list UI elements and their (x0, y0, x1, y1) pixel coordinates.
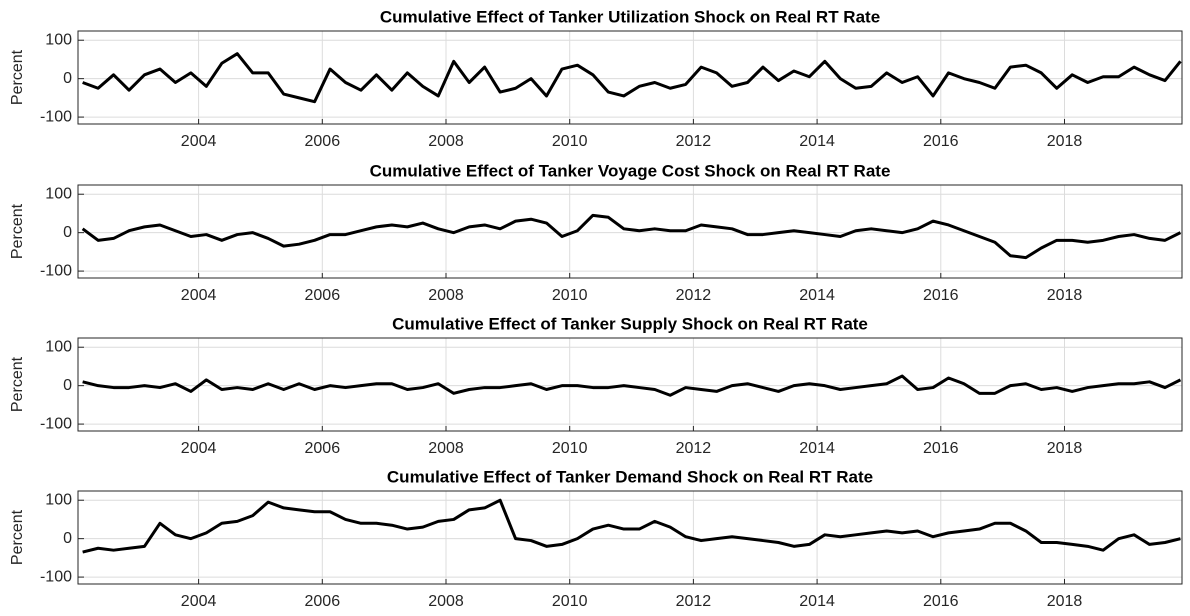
plot-area (78, 185, 1182, 278)
x-tick-label: 2004 (181, 287, 217, 304)
x-tick-label: 2008 (428, 287, 464, 304)
x-tick-label: 2018 (1047, 440, 1083, 457)
y-axis-label: Percent (9, 509, 26, 565)
x-tick-label: 2010 (552, 440, 588, 457)
x-tick-label: 2018 (1047, 593, 1083, 610)
subplot: 2004 2006 2008 2010 2012 2014 2016 2018 -100 0 100… (9, 161, 1183, 304)
axes-box (77, 490, 1183, 585)
x-tick-label: 2008 (428, 440, 464, 457)
x-tick-label: 2014 (799, 593, 835, 610)
y-axis-label: Percent (9, 49, 26, 105)
x-tick-label: 2006 (305, 440, 341, 457)
y-tick-label: 100 (45, 491, 72, 508)
y-tick-label: 100 (45, 185, 72, 202)
subplot: 2004 2006 2008 2010 2012 2014 2016 2018 -100 0 100… (9, 314, 1183, 457)
x-tick-label: 2012 (676, 593, 712, 610)
x-tick-label: 2010 (552, 287, 588, 304)
chart-title: Cumulative Effect of Tanker Utilization … (380, 7, 880, 26)
data-line (82, 498, 1181, 554)
data-line (82, 52, 1182, 104)
x-tick-label: 2006 (305, 287, 341, 304)
axes-box (77, 30, 1183, 125)
x-tick-label: 2012 (676, 440, 712, 457)
y-tick-label: 0 (63, 377, 72, 394)
chart-title: Cumulative Effect of Tanker Supply Shock… (392, 314, 868, 333)
x-tick-label: 2016 (923, 440, 959, 457)
x-tick-label: 2016 (923, 593, 959, 610)
x-tick-label: 2014 (799, 440, 835, 457)
subplot: 2004 2006 2008 2010 2012 2014 2016 2018 -100 0 100… (9, 7, 1183, 150)
axes-box (77, 337, 1183, 432)
y-axis-label: Percent (9, 356, 26, 412)
x-tick-label: 2018 (1047, 133, 1083, 150)
x-tick-label: 2014 (799, 287, 835, 304)
x-tick-label: 2004 (181, 593, 217, 610)
y-tick-label: 100 (45, 338, 72, 355)
subplot: 2004 2006 2008 2010 2012 2014 2016 2018 -100 0 100… (9, 467, 1183, 610)
y-tick-label: 0 (63, 70, 72, 87)
x-tick-label: 2006 (305, 593, 341, 610)
y-axis-label: Percent (9, 203, 26, 259)
y-tick-label: -100 (40, 108, 72, 125)
axes-box (77, 184, 1183, 279)
chart-title: Cumulative Effect of Tanker Voyage Cost … (370, 161, 891, 180)
x-tick-label: 2008 (428, 593, 464, 610)
plot-area (78, 31, 1182, 124)
data-line (81, 213, 1182, 260)
x-tick-label: 2010 (552, 133, 588, 150)
plot-area (78, 491, 1182, 584)
y-tick-label: 0 (63, 530, 72, 547)
chart-title: Cumulative Effect of Tanker Demand Shock… (387, 467, 873, 486)
x-tick-label: 2016 (923, 133, 959, 150)
x-tick-label: 2008 (428, 133, 464, 150)
x-tick-label: 2016 (923, 287, 959, 304)
x-tick-label: 2004 (181, 440, 217, 457)
y-tick-label: -100 (40, 568, 72, 585)
y-tick-label: 100 (45, 31, 72, 48)
x-tick-label: 2012 (676, 133, 712, 150)
y-tick-label: 0 (63, 224, 72, 241)
data-line (82, 374, 1182, 397)
x-tick-label: 2006 (305, 133, 341, 150)
x-tick-label: 2010 (552, 593, 588, 610)
x-tick-label: 2004 (181, 133, 217, 150)
x-tick-label: 2012 (676, 287, 712, 304)
y-tick-label: -100 (40, 262, 72, 279)
x-tick-label: 2018 (1047, 287, 1083, 304)
x-tick-label: 2014 (799, 133, 835, 150)
y-tick-label: -100 (40, 415, 72, 432)
